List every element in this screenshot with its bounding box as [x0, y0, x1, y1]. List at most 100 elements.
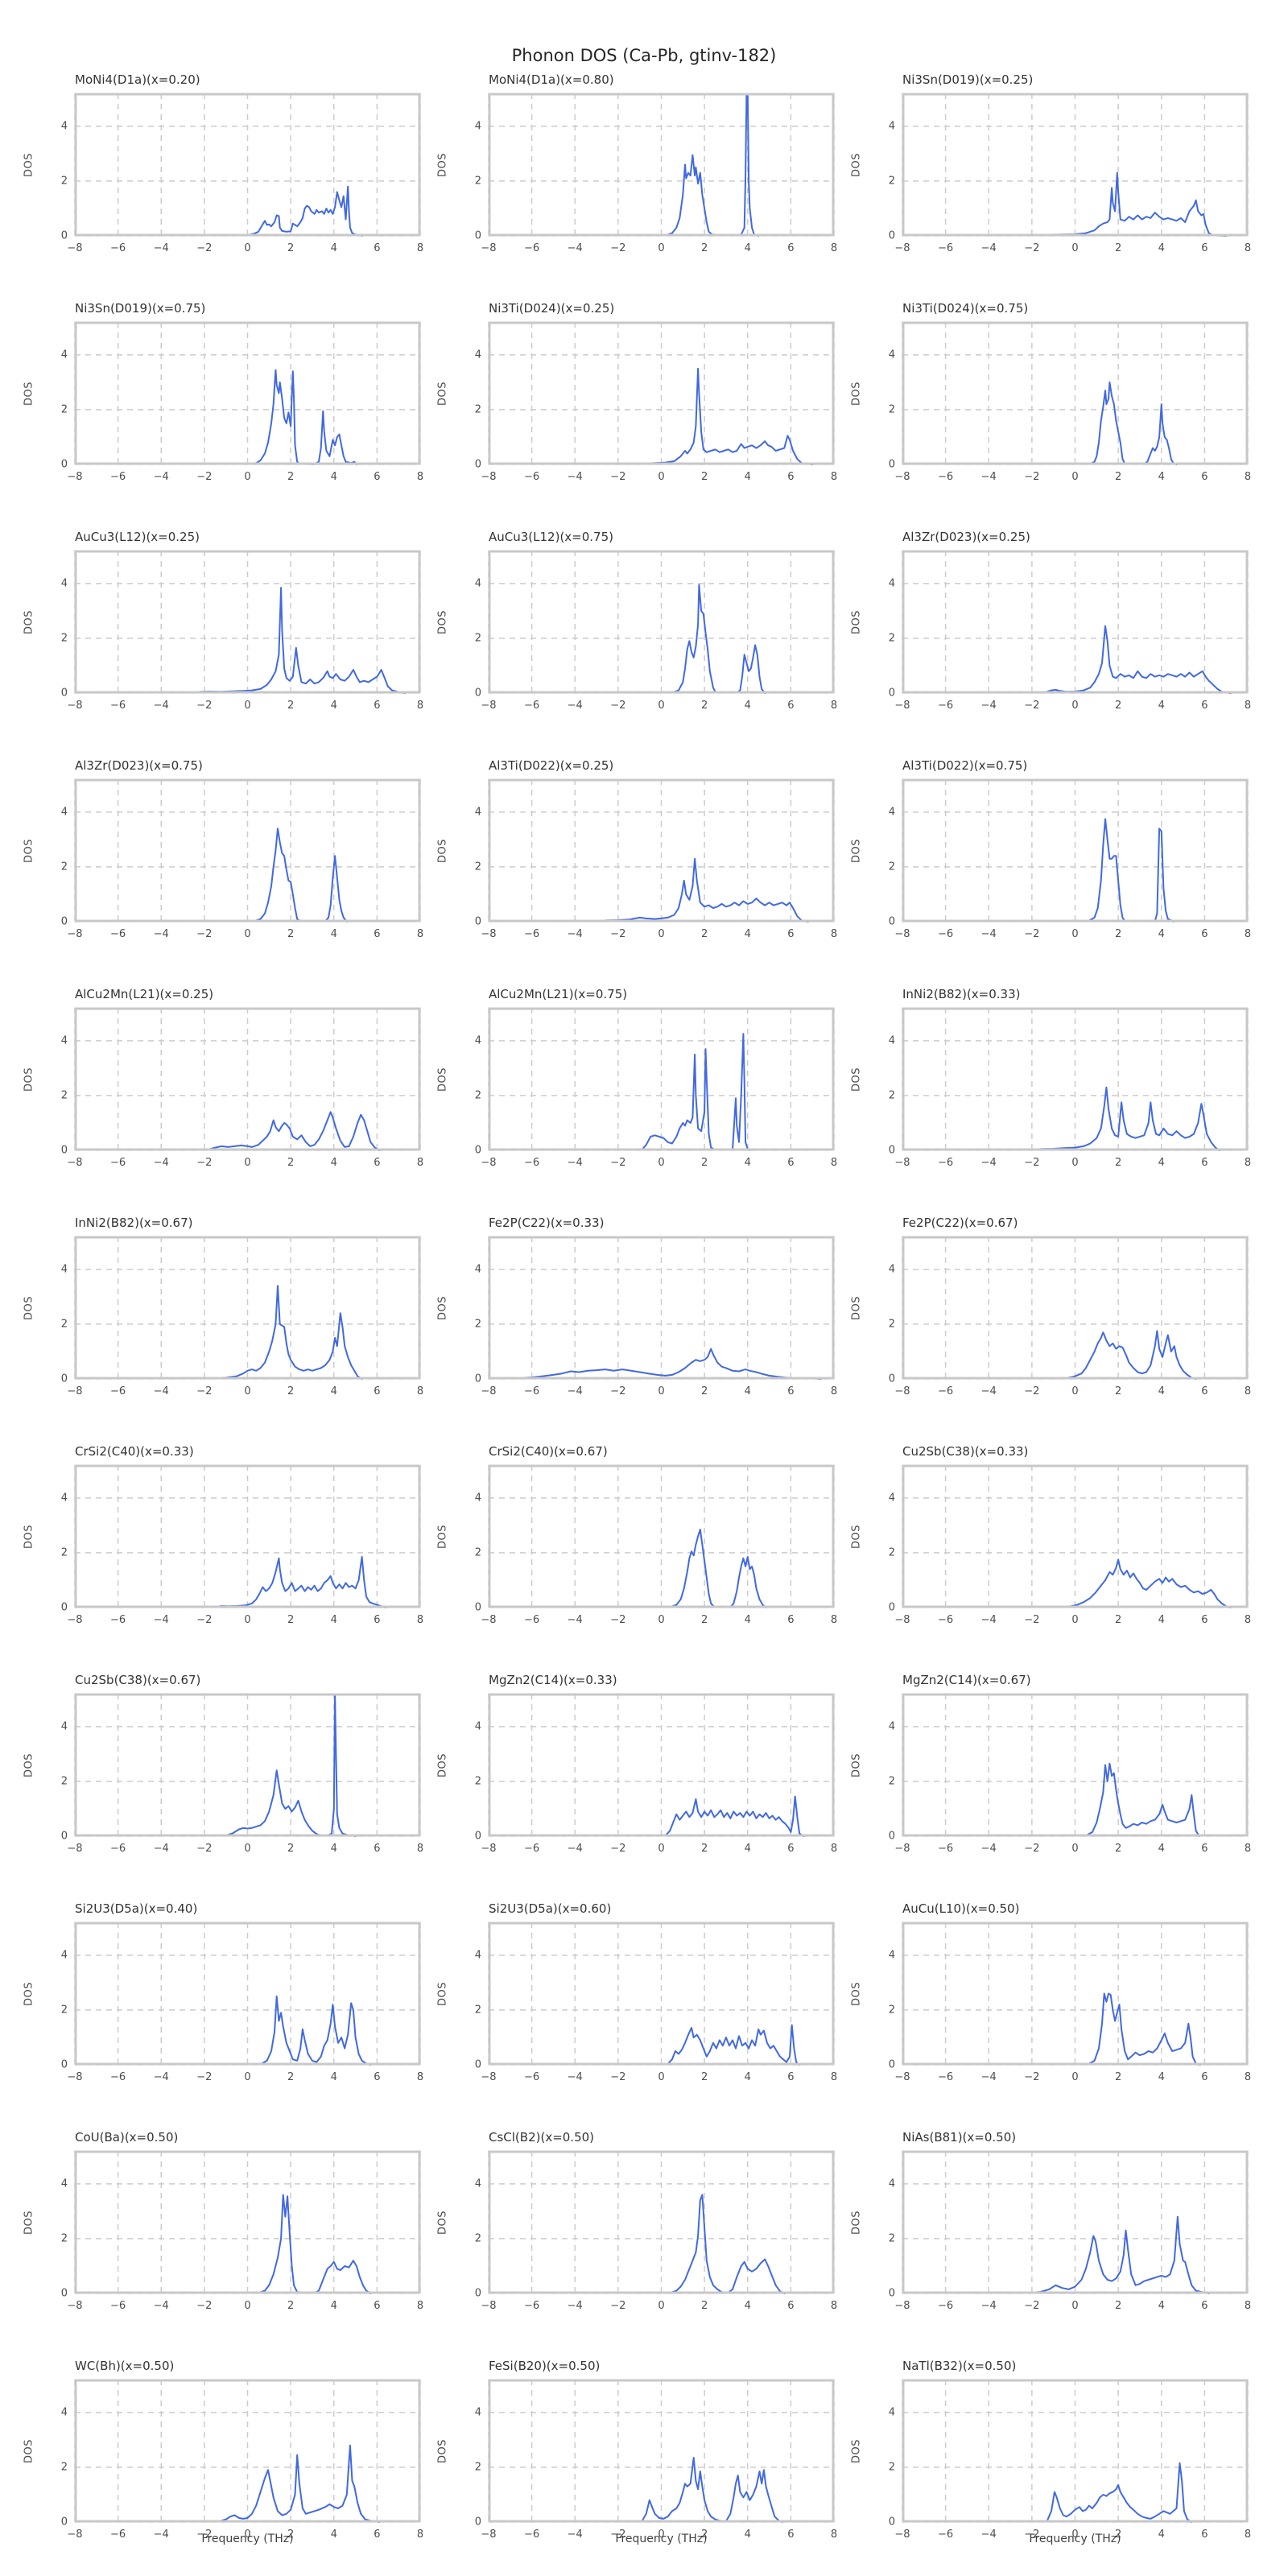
dos-plot-svg [902, 1464, 1249, 1608]
dos-plot-svg [74, 1236, 421, 1380]
subplot: Al3Ti(D022)(x=0.25) 0 2 4 DOS −8 −6 −4 −2 0 2 4 6 8 [437, 757, 838, 946]
x-tick-label: 0 [1071, 2071, 1079, 2083]
axes-spines [74, 550, 421, 694]
x-tick-label: −6 [524, 1157, 540, 1169]
x-tick-label: 4 [1158, 1385, 1165, 1397]
x-tick-label: −8 [481, 1614, 497, 1626]
y-tick-label: 0 [888, 915, 895, 928]
x-tick-label: 8 [1244, 242, 1252, 254]
x-tick-label: −6 [110, 242, 126, 254]
subplot-title: AuCu3(L12)(x=0.25) [75, 530, 200, 544]
dos-curve [641, 2457, 783, 2523]
x-tick-label: 6 [374, 700, 381, 712]
dos-plot-svg [902, 2379, 1249, 2523]
x-tick-label: −8 [481, 1843, 497, 1855]
axes-spines [902, 1007, 1249, 1151]
y-axis-label: DOS [850, 152, 863, 177]
x-tick-label: 2 [700, 1385, 708, 1397]
y-axis-label: DOS [23, 838, 35, 863]
dos-plot-svg [488, 1236, 835, 1380]
x-tick-label: 6 [374, 2300, 381, 2312]
dos-plot-svg [488, 550, 835, 694]
x-tick-label: −8 [894, 928, 910, 940]
x-tick-label: −8 [67, 2529, 83, 2541]
x-tick-label: 2 [700, 700, 708, 712]
plot-area: 0 2 4 DOS −8 −6 −4 −2 0 2 4 6 8 [23, 1007, 423, 1169]
dos-curve [664, 93, 760, 237]
plot-area: 0 2 4 DOS −8 −6 −4 −2 0 2 4 6 8 [23, 1922, 423, 2083]
x-tick-label: 4 [1158, 2300, 1165, 2312]
y-axis-label: DOS [436, 1295, 449, 1320]
x-tick-label: 4 [744, 2529, 751, 2541]
dos-curve [1089, 381, 1178, 465]
x-tick-label: 4 [330, 471, 337, 483]
dos-plot-svg [74, 321, 421, 465]
y-tick-label: 0 [888, 1373, 895, 1385]
y-tick-label: 4 [888, 577, 895, 590]
x-tick-label: −6 [110, 1843, 126, 1855]
x-tick-label: 2 [1114, 242, 1122, 254]
y-axis-label: DOS [23, 1067, 35, 1092]
y-tick-label: 0 [60, 1144, 68, 1157]
subplot: CoU(Ba)(x=0.50) 0 2 4 DOS −8 −6 −4 −2 0 2 4 6 8 [23, 2128, 424, 2318]
y-tick-label: 2 [60, 2004, 68, 2017]
axes-spines [74, 778, 421, 923]
x-tick-label: −4 [567, 700, 583, 712]
subplot: Si2U3(D5a)(x=0.60) 0 2 4 DOS −8 −6 −4 −2 0 2 4 6 8 [437, 1900, 838, 2089]
subplot-grid: MoNi4(D1a)(x=0.20) 0 2 4 DOS −8 −6 −4 −2 0 2 4 6 8 MoN… [0, 71, 1288, 2546]
x-tick-label: −8 [481, 242, 497, 254]
x-tick-label: 2 [700, 1157, 708, 1169]
x-tick-label: −2 [610, 2300, 626, 2312]
x-tick-label: −2 [610, 1157, 626, 1169]
x-tick-label: −4 [567, 1614, 583, 1626]
x-tick-label: 2 [1114, 1614, 1122, 1626]
x-tick-label: 8 [416, 1614, 424, 1626]
x-tick-label: 8 [1244, 2300, 1252, 2312]
x-tick-label: 0 [1071, 2529, 1079, 2541]
y-tick-label: 2 [60, 1089, 68, 1102]
x-tick-label: −6 [110, 928, 126, 940]
x-tick-label: −4 [153, 2071, 169, 2083]
x-tick-label: −2 [610, 1843, 626, 1855]
dos-curve [1087, 818, 1174, 923]
y-tick-label: 2 [60, 861, 68, 873]
x-tick-label: 4 [744, 471, 751, 483]
axes-spines [74, 2150, 421, 2294]
subplot: Fe2P(C22)(x=0.33) 0 2 4 DOS −8 −6 −4 −2 0 2 4 6 8 [437, 1214, 838, 1403]
plot-area: 0 2 4 DOS −8 −6 −4 −2 0 2 4 6 8 [437, 1922, 837, 2083]
subplot-title: Cu2Sb(C38)(x=0.33) [902, 1444, 1029, 1459]
y-tick-label: 0 [60, 687, 68, 700]
y-axis-label: DOS [850, 1067, 863, 1092]
x-tick-label: −2 [1024, 1614, 1040, 1626]
plot-area: 0 2 4 DOS −8 −6 −4 −2 0 2 4 6 8 [437, 93, 837, 254]
subplot-title: CsCl(B2)(x=0.50) [489, 2130, 595, 2145]
axes-spines [902, 2150, 1249, 2294]
x-tick-label: 0 [658, 2529, 665, 2541]
x-tick-label: −2 [196, 471, 213, 483]
plot-area: 0 2 4 DOS −8 −6 −4 −2 0 2 4 6 8 [851, 1922, 1251, 2083]
y-tick-label: 4 [888, 2406, 895, 2419]
subplot-title: Al3Ti(D022)(x=0.25) [489, 758, 614, 773]
y-tick-label: 2 [474, 2461, 481, 2474]
x-tick-label: −8 [67, 2071, 83, 2083]
y-tick-label: 4 [474, 1949, 481, 1962]
x-tick-label: 6 [374, 1614, 381, 1626]
x-tick-label: −2 [196, 2071, 213, 2083]
x-tick-label: 4 [330, 242, 337, 254]
x-tick-label: −6 [524, 2071, 540, 2083]
x-tick-label: 8 [830, 2071, 838, 2083]
y-tick-label: 0 [60, 2058, 68, 2071]
plot-area: 0 2 4 DOS −8 −6 −4 −2 0 2 4 6 8 [437, 2379, 837, 2541]
x-tick-label: 6 [374, 928, 381, 940]
x-tick-label: −6 [110, 2300, 126, 2312]
dos-curve [253, 828, 348, 923]
y-tick-label: 4 [888, 1034, 895, 1047]
dos-curve [669, 2194, 786, 2294]
y-tick-label: 2 [60, 1775, 68, 1788]
y-tick-label: 2 [888, 1318, 895, 1331]
x-tick-label: 6 [787, 2300, 795, 2312]
y-axis-label: DOS [850, 2210, 863, 2235]
x-tick-label: −4 [567, 2071, 583, 2083]
subplot-title: Cu2Sb(C38)(x=0.67) [75, 1673, 201, 1687]
x-tick-label: 6 [787, 242, 795, 254]
